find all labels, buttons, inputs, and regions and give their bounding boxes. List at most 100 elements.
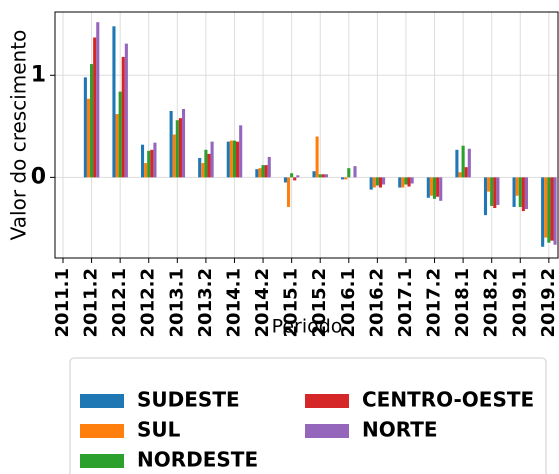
bar [153,142,157,178]
bar [347,168,351,178]
bar [321,174,325,178]
x-axis-label: Periodo [272,316,343,338]
legend-label: NORDESTE [137,448,258,472]
legend-swatch [305,394,349,408]
bar [426,177,430,198]
x-tick-label: 2013.1 [166,268,187,337]
bar [464,167,468,178]
legend-label: SUL [137,418,181,442]
bar [432,177,437,199]
bar [178,118,182,178]
bar [115,114,119,178]
legend-swatch [80,424,124,438]
x-tick-label: 2016.1 [338,268,359,337]
bar [112,26,116,178]
legend-swatch [80,394,124,408]
bar [210,141,214,178]
bar [296,175,300,178]
bar [455,149,459,178]
bar [290,173,294,178]
x-tick-label: 2017.1 [395,268,416,337]
bar [458,172,462,178]
x-tick-label: 2011.2 [81,268,102,337]
bar [229,140,233,178]
x-tick-label: 2018.2 [481,268,502,337]
bar [147,150,151,178]
y-tick-label: 1 [31,62,46,87]
bar [267,156,271,178]
bar [286,177,291,207]
bar [169,111,173,178]
y-tick-label: 0 [31,164,46,189]
bar [198,157,202,178]
bar [293,177,297,181]
bar [369,177,373,190]
legend-label: NORTE [362,418,438,442]
bar [86,98,91,178]
x-tick-label: 2019.2 [538,268,559,337]
x-tick-label: 2017.2 [424,268,445,337]
x-tick-label: 2012.2 [138,268,159,337]
bar [436,177,440,197]
bar [544,177,548,238]
bar [118,91,122,178]
bar [140,144,145,178]
bar [207,153,211,178]
bar [83,77,87,178]
bar [429,177,433,196]
bar [283,177,287,183]
bar [518,177,522,207]
bar [524,177,529,210]
x-tick-label: 2015.1 [281,268,302,337]
bar [90,64,94,178]
bar [515,177,519,196]
x-tick-label: 2014.1 [223,268,244,337]
bar [521,177,525,212]
bar [318,174,322,178]
bar [382,177,386,185]
bar [553,177,557,245]
y-axis-label: Valor do crescimento [7,30,31,241]
bar [121,56,125,178]
bar [264,165,268,178]
bar [547,177,551,243]
bar [324,174,328,178]
x-tick-label: 2019.1 [509,268,530,337]
bar [172,134,176,178]
bar [312,171,316,178]
bar [93,37,97,178]
bar [226,141,230,178]
bar [401,177,405,188]
legend-swatch [80,454,124,468]
bar [261,165,265,178]
bar [353,166,357,178]
bar [124,43,128,178]
bar [407,177,411,187]
legend-frame [69,357,547,474]
x-tick-label: 2014.2 [252,268,273,337]
bar [181,108,186,178]
bar [232,140,237,178]
bar [236,141,240,178]
bar [490,177,494,206]
bar [204,149,208,178]
bar [239,125,243,178]
bar [96,22,100,178]
x-tick-label: 2018.1 [452,268,473,337]
plot-frame [54,11,559,259]
bar [144,163,148,178]
bar [493,177,497,208]
bar [315,136,319,178]
bar [378,177,383,188]
x-tick-label: 2016.2 [366,268,387,337]
bar [201,163,205,178]
bar [467,148,471,178]
bar [150,149,154,178]
bar [439,177,443,201]
bar [375,177,379,186]
x-tick-label: 2011.1 [52,268,73,337]
x-tick-label: 2013.2 [195,268,216,337]
x-tick-label: 2012.1 [109,268,130,337]
bar [496,177,500,205]
